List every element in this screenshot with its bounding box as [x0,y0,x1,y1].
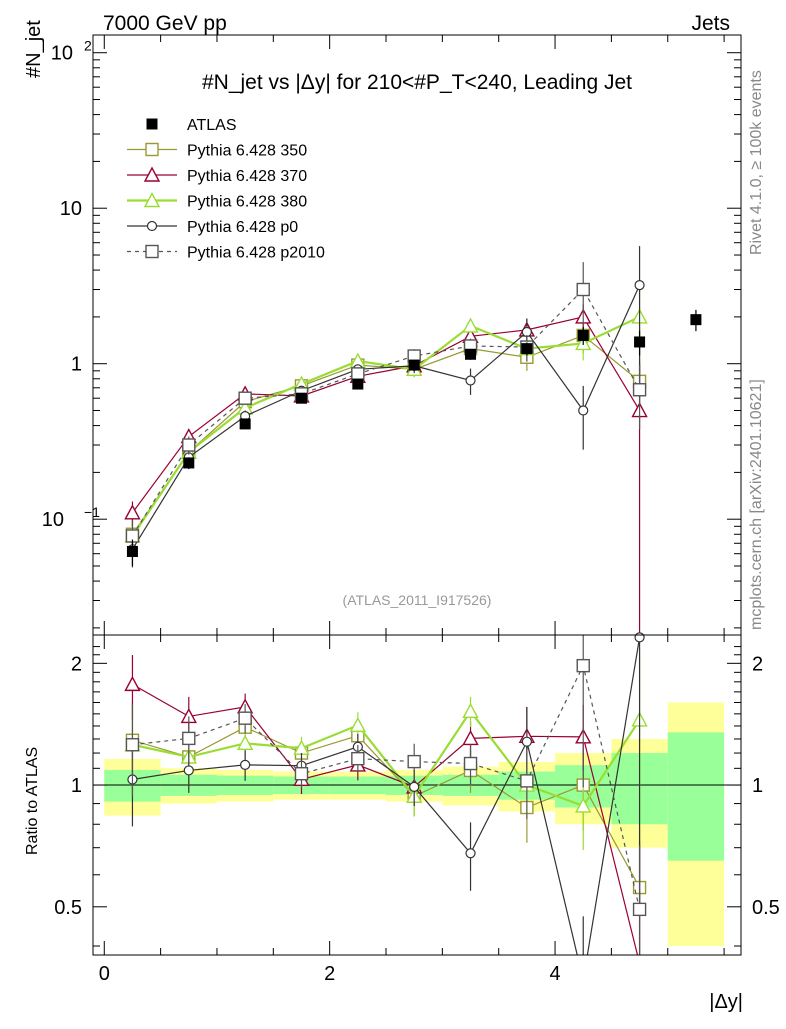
legend-marker [146,118,158,130]
legend-label: ATLAS [187,117,237,134]
atlas-marker [577,329,589,341]
atlas-marker [690,314,702,326]
mc-ratio-line [132,637,641,955]
category-label: Jets [691,12,730,35]
ratio-tick-label: 2 [752,653,763,675]
ratio-tick-label: 1 [752,775,763,797]
ratio-plot-frame [92,634,742,956]
mc-marker [634,280,645,291]
legend-marker [143,166,161,182]
y-tick-label: 10 [42,509,64,531]
analysis-id: (ATLAS_2011_I917526) [343,592,492,608]
legend-label: Pythia 6.428 350 [187,143,307,160]
mcplots-label: mcplots.cern.ch [arXiv:2401.10621] [748,379,765,630]
mc-line [131,315,641,537]
mc-ratio-marker [407,754,421,769]
ratio-axis-label: Ratio to ATLAS [24,747,41,855]
mc-marker [182,438,196,452]
legend-marker [145,244,159,259]
ratio-tick-label: 0.5 [752,897,780,919]
x-axis-label: |Δy| [709,991,743,1013]
mc-ratio-marker [236,734,254,751]
mc-marker [124,504,141,520]
mc-ratio-marker [462,702,479,719]
atlas-marker [465,348,477,360]
y-tick-label-exponent: −1 [84,504,100,520]
atlas-marker [634,336,646,348]
legend-label: Pythia 6.428 370 [187,168,307,185]
legend-marker [145,142,159,157]
mc-marker [632,383,647,397]
mc-marker [465,375,476,386]
legend-label: Pythia 6.428 p0 [187,219,298,236]
atlas-marker [239,418,251,430]
atlas-marker [521,343,533,355]
mc-line [131,316,641,514]
mc-ratio-marker [125,738,140,752]
ratio-tick-label: 2 [71,653,82,675]
mc-marker [576,282,590,297]
legend-marker [143,192,161,208]
mc-ratio-marker [576,658,590,673]
beam-label: 7000 GeV pp [103,12,227,35]
legend-marker [146,220,158,232]
x-tick-label: 4 [549,963,560,985]
rivet-label: Rivet 4.1.0, ≥ 100k events [748,70,765,255]
y-tick-label: 1 [71,354,82,376]
y-tick-label: 10 [60,198,82,220]
mc-ratio-marker [183,765,194,776]
atlas-marker [408,359,420,371]
mc-marker [462,317,479,333]
mc-ratio-marker [634,632,645,643]
mc-ratio-marker [240,759,251,770]
mc-ratio-marker [351,751,365,766]
mc-marker [578,405,589,416]
atlas-marker [295,392,307,404]
ratio-tick-label: 1 [71,775,82,797]
mc-ratio-marker [575,797,592,813]
y-tick-label: 10 [51,43,73,65]
legend-label: Pythia 6.428 p2010 [187,245,325,262]
mc-ratio-marker [409,781,420,792]
mc-ratio-marker [520,774,534,788]
legend: ATLAS Pythia 6.428 350 Pythia 6.428 370 Pyt… [127,117,325,262]
mc-ratio-marker [238,711,252,725]
x-tick-label: 2 [324,963,335,985]
mc-ratio-line [132,683,639,955]
mc-line [131,284,641,550]
mc-ratio-marker [294,767,309,781]
plot-title: #N_jet vs |Δy| for 210<#P_T<240, Leading… [202,71,632,94]
x-tick-label: 0 [99,963,110,985]
atlas-marker [352,378,364,390]
legend-label: Pythia 6.428 380 [187,194,307,211]
y-tick-label-exponent: 2 [84,38,92,54]
y-axis-label: #N_jet [23,20,45,78]
mc-ratio-marker [463,756,478,771]
mc-ratio-marker [632,902,647,917]
mc-ratio-marker [124,675,141,692]
atlas-marker [126,545,138,557]
mc-marker [238,391,252,405]
atlas-marker [183,457,195,469]
ratio-band-inner [667,732,725,861]
ratio-tick-label: 0.5 [54,897,82,919]
mc-ratio-line [132,663,641,910]
mc-ratio-marker [349,716,367,732]
mc-marker [351,367,365,381]
mc-ratio-marker [182,731,196,746]
mc-ratio-marker [465,848,476,859]
mc-ratio-marker [521,736,532,747]
